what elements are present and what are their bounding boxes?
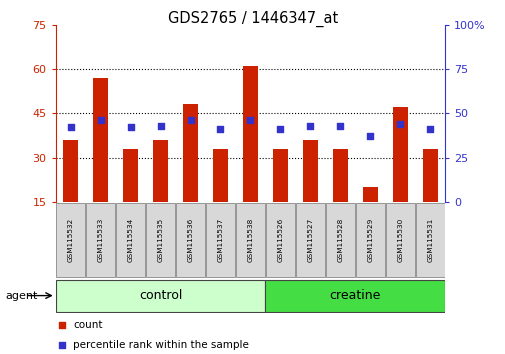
Text: GSM115535: GSM115535 — [157, 218, 163, 262]
Point — [366, 133, 374, 139]
FancyBboxPatch shape — [266, 202, 294, 277]
FancyBboxPatch shape — [56, 202, 85, 277]
Point — [395, 121, 403, 127]
Text: control: control — [138, 289, 182, 302]
FancyBboxPatch shape — [415, 202, 444, 277]
Text: GSM115527: GSM115527 — [307, 218, 313, 262]
FancyBboxPatch shape — [265, 280, 444, 312]
Text: agent: agent — [5, 291, 37, 301]
Point — [58, 322, 66, 327]
Point — [96, 118, 105, 123]
FancyBboxPatch shape — [325, 202, 354, 277]
Bar — [332, 149, 347, 202]
Bar — [422, 149, 437, 202]
Text: GSM115537: GSM115537 — [217, 218, 223, 262]
Text: GSM115529: GSM115529 — [367, 218, 373, 262]
FancyBboxPatch shape — [176, 202, 205, 277]
Point — [186, 118, 194, 123]
Text: GSM115538: GSM115538 — [247, 218, 253, 262]
Point — [425, 126, 433, 132]
Bar — [272, 149, 287, 202]
Bar — [392, 107, 407, 202]
Point — [336, 123, 344, 129]
Text: GSM115526: GSM115526 — [277, 218, 283, 262]
Text: GSM115534: GSM115534 — [127, 218, 133, 262]
Point — [306, 123, 314, 129]
Text: GSM115531: GSM115531 — [426, 218, 432, 262]
Text: GDS2765 / 1446347_at: GDS2765 / 1446347_at — [168, 11, 337, 27]
Bar — [183, 104, 197, 202]
FancyBboxPatch shape — [236, 202, 264, 277]
Text: GSM115532: GSM115532 — [68, 218, 74, 262]
FancyBboxPatch shape — [295, 202, 324, 277]
Text: percentile rank within the sample: percentile rank within the sample — [73, 340, 248, 350]
Point — [67, 125, 75, 130]
Text: GSM115528: GSM115528 — [337, 218, 343, 262]
Bar — [213, 149, 228, 202]
FancyBboxPatch shape — [146, 202, 175, 277]
Bar — [63, 140, 78, 202]
Point — [156, 123, 164, 129]
FancyBboxPatch shape — [56, 280, 265, 312]
Text: GSM115530: GSM115530 — [396, 218, 402, 262]
FancyBboxPatch shape — [206, 202, 234, 277]
Point — [216, 126, 224, 132]
Bar — [123, 149, 138, 202]
Bar — [242, 66, 258, 202]
FancyBboxPatch shape — [355, 202, 384, 277]
Point — [246, 118, 254, 123]
Bar — [93, 78, 108, 202]
Text: GSM115533: GSM115533 — [97, 218, 104, 262]
FancyBboxPatch shape — [116, 202, 145, 277]
Point — [126, 125, 134, 130]
Text: count: count — [73, 320, 103, 330]
Point — [276, 126, 284, 132]
Bar — [362, 187, 377, 202]
Point — [58, 342, 66, 348]
FancyBboxPatch shape — [385, 202, 414, 277]
Bar — [153, 140, 168, 202]
Text: GSM115536: GSM115536 — [187, 218, 193, 262]
Bar — [302, 140, 317, 202]
FancyBboxPatch shape — [86, 202, 115, 277]
Text: creatine: creatine — [329, 289, 380, 302]
